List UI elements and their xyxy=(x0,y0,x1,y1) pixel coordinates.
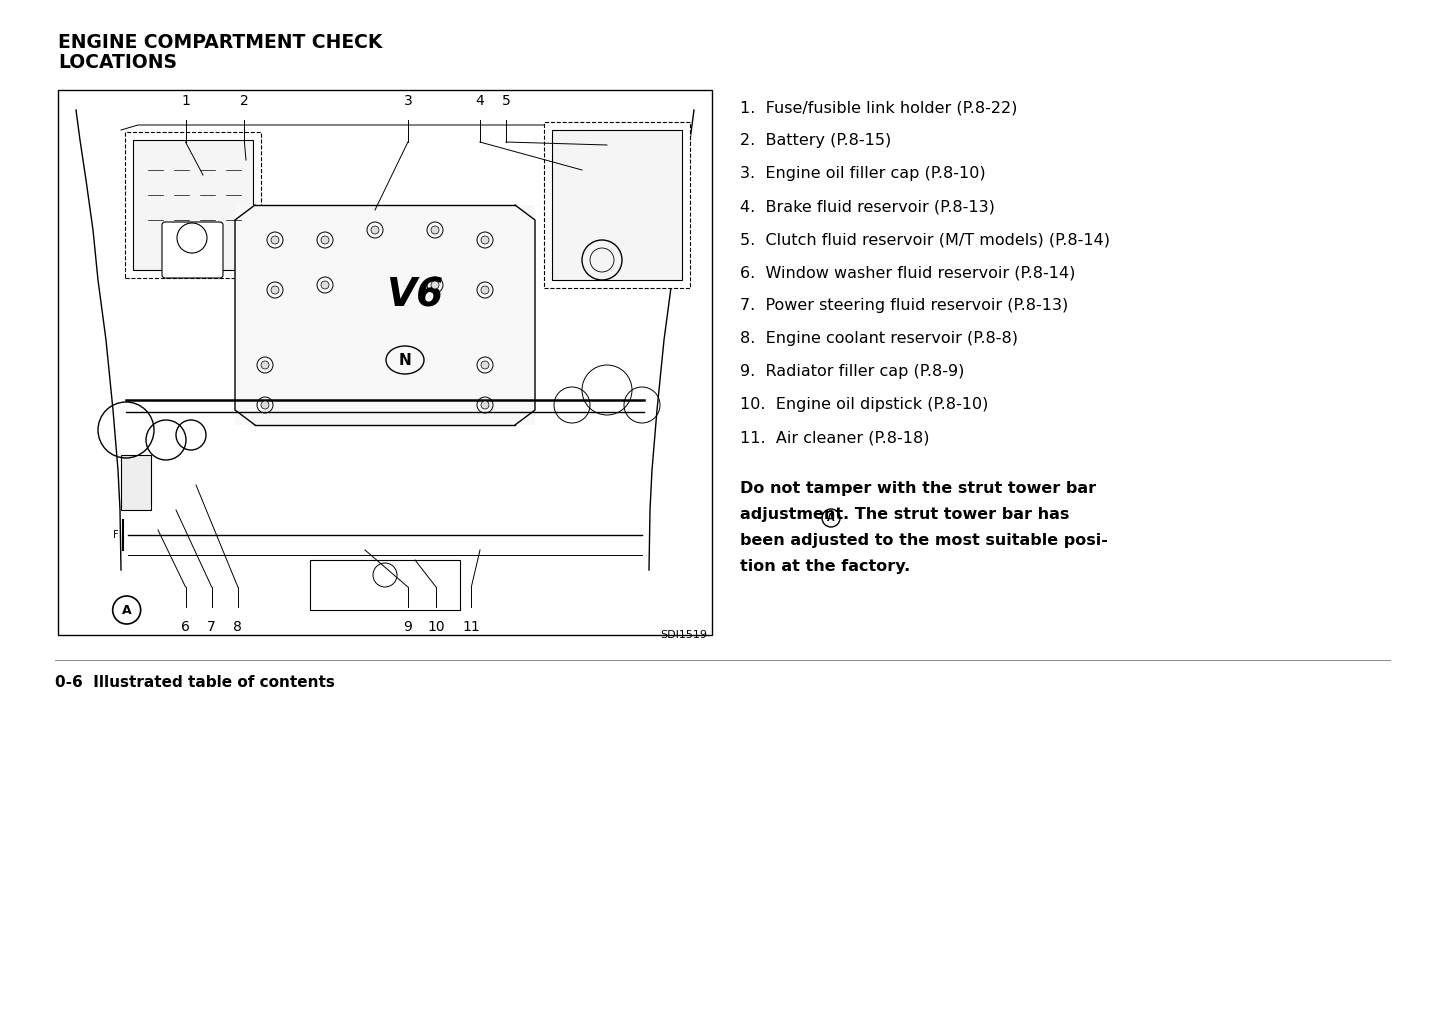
Text: 0-6  Illustrated table of contents: 0-6 Illustrated table of contents xyxy=(55,675,335,690)
Text: Do not tamper with the strut tower bar: Do not tamper with the strut tower bar xyxy=(740,481,1097,496)
Text: . The strut tower bar has: . The strut tower bar has xyxy=(842,507,1069,522)
Text: A: A xyxy=(121,603,131,616)
Text: 2.  Battery (P.8-15): 2. Battery (P.8-15) xyxy=(740,133,892,148)
Circle shape xyxy=(262,401,269,409)
Text: ENGINE COMPARTMENT CHECK: ENGINE COMPARTMENT CHECK xyxy=(58,33,383,52)
Text: 2: 2 xyxy=(240,94,249,108)
Bar xyxy=(543,122,691,288)
Text: 7: 7 xyxy=(207,620,217,634)
Text: 9.  Radiator filler cap (P.8-9): 9. Radiator filler cap (P.8-9) xyxy=(740,364,964,379)
Bar xyxy=(126,132,262,278)
Circle shape xyxy=(481,286,488,294)
Circle shape xyxy=(481,236,488,244)
Text: 6: 6 xyxy=(181,620,189,634)
Text: tion at the factory.: tion at the factory. xyxy=(740,559,910,574)
Circle shape xyxy=(371,226,379,234)
Circle shape xyxy=(431,281,439,289)
Polygon shape xyxy=(236,205,535,425)
Text: V6: V6 xyxy=(386,276,444,314)
Text: 1: 1 xyxy=(181,94,189,108)
Text: F: F xyxy=(113,530,118,540)
Text: 9: 9 xyxy=(403,620,412,634)
Circle shape xyxy=(431,226,439,234)
Text: A: A xyxy=(828,513,835,523)
Text: adjustment: adjustment xyxy=(740,507,848,522)
Circle shape xyxy=(481,401,488,409)
Text: 5.  Clutch fluid reservoir (M/T models) (P.8-14): 5. Clutch fluid reservoir (M/T models) (… xyxy=(740,232,1110,247)
Bar xyxy=(552,130,682,280)
Bar xyxy=(58,90,712,635)
Text: 6.  Window washer fluid reservoir (P.8-14): 6. Window washer fluid reservoir (P.8-14… xyxy=(740,265,1075,280)
Text: 10.  Engine oil dipstick (P.8-10): 10. Engine oil dipstick (P.8-10) xyxy=(740,397,988,412)
Bar xyxy=(121,455,150,510)
Text: 11.  Air cleaner (P.8-18): 11. Air cleaner (P.8-18) xyxy=(740,430,929,445)
Text: 7.  Power steering fluid reservoir (P.8-13): 7. Power steering fluid reservoir (P.8-1… xyxy=(740,298,1068,313)
Text: 3: 3 xyxy=(403,94,412,108)
Text: been adjusted to the most suitable posi-: been adjusted to the most suitable posi- xyxy=(740,533,1108,548)
Circle shape xyxy=(272,286,279,294)
Circle shape xyxy=(321,236,329,244)
Text: 11: 11 xyxy=(462,620,480,634)
Bar xyxy=(311,560,460,610)
Text: N: N xyxy=(399,353,412,368)
Circle shape xyxy=(481,361,488,369)
Text: 4: 4 xyxy=(475,94,484,108)
Text: 4.  Brake fluid reservoir (P.8-13): 4. Brake fluid reservoir (P.8-13) xyxy=(740,199,994,214)
Text: 8.  Engine coolant reservoir (P.8-8): 8. Engine coolant reservoir (P.8-8) xyxy=(740,331,1017,346)
Circle shape xyxy=(272,236,279,244)
Text: SDI1519: SDI1519 xyxy=(660,630,707,640)
Bar xyxy=(133,140,253,270)
Text: 10: 10 xyxy=(428,620,445,634)
Text: LOCATIONS: LOCATIONS xyxy=(58,53,176,72)
Text: 3.  Engine oil filler cap (P.8-10): 3. Engine oil filler cap (P.8-10) xyxy=(740,166,985,181)
Text: 5: 5 xyxy=(501,94,510,108)
FancyBboxPatch shape xyxy=(162,222,223,278)
Circle shape xyxy=(262,361,269,369)
Circle shape xyxy=(321,281,329,289)
Text: 1.  Fuse/fusible link holder (P.8-22): 1. Fuse/fusible link holder (P.8-22) xyxy=(740,100,1017,115)
Text: 8: 8 xyxy=(234,620,243,634)
